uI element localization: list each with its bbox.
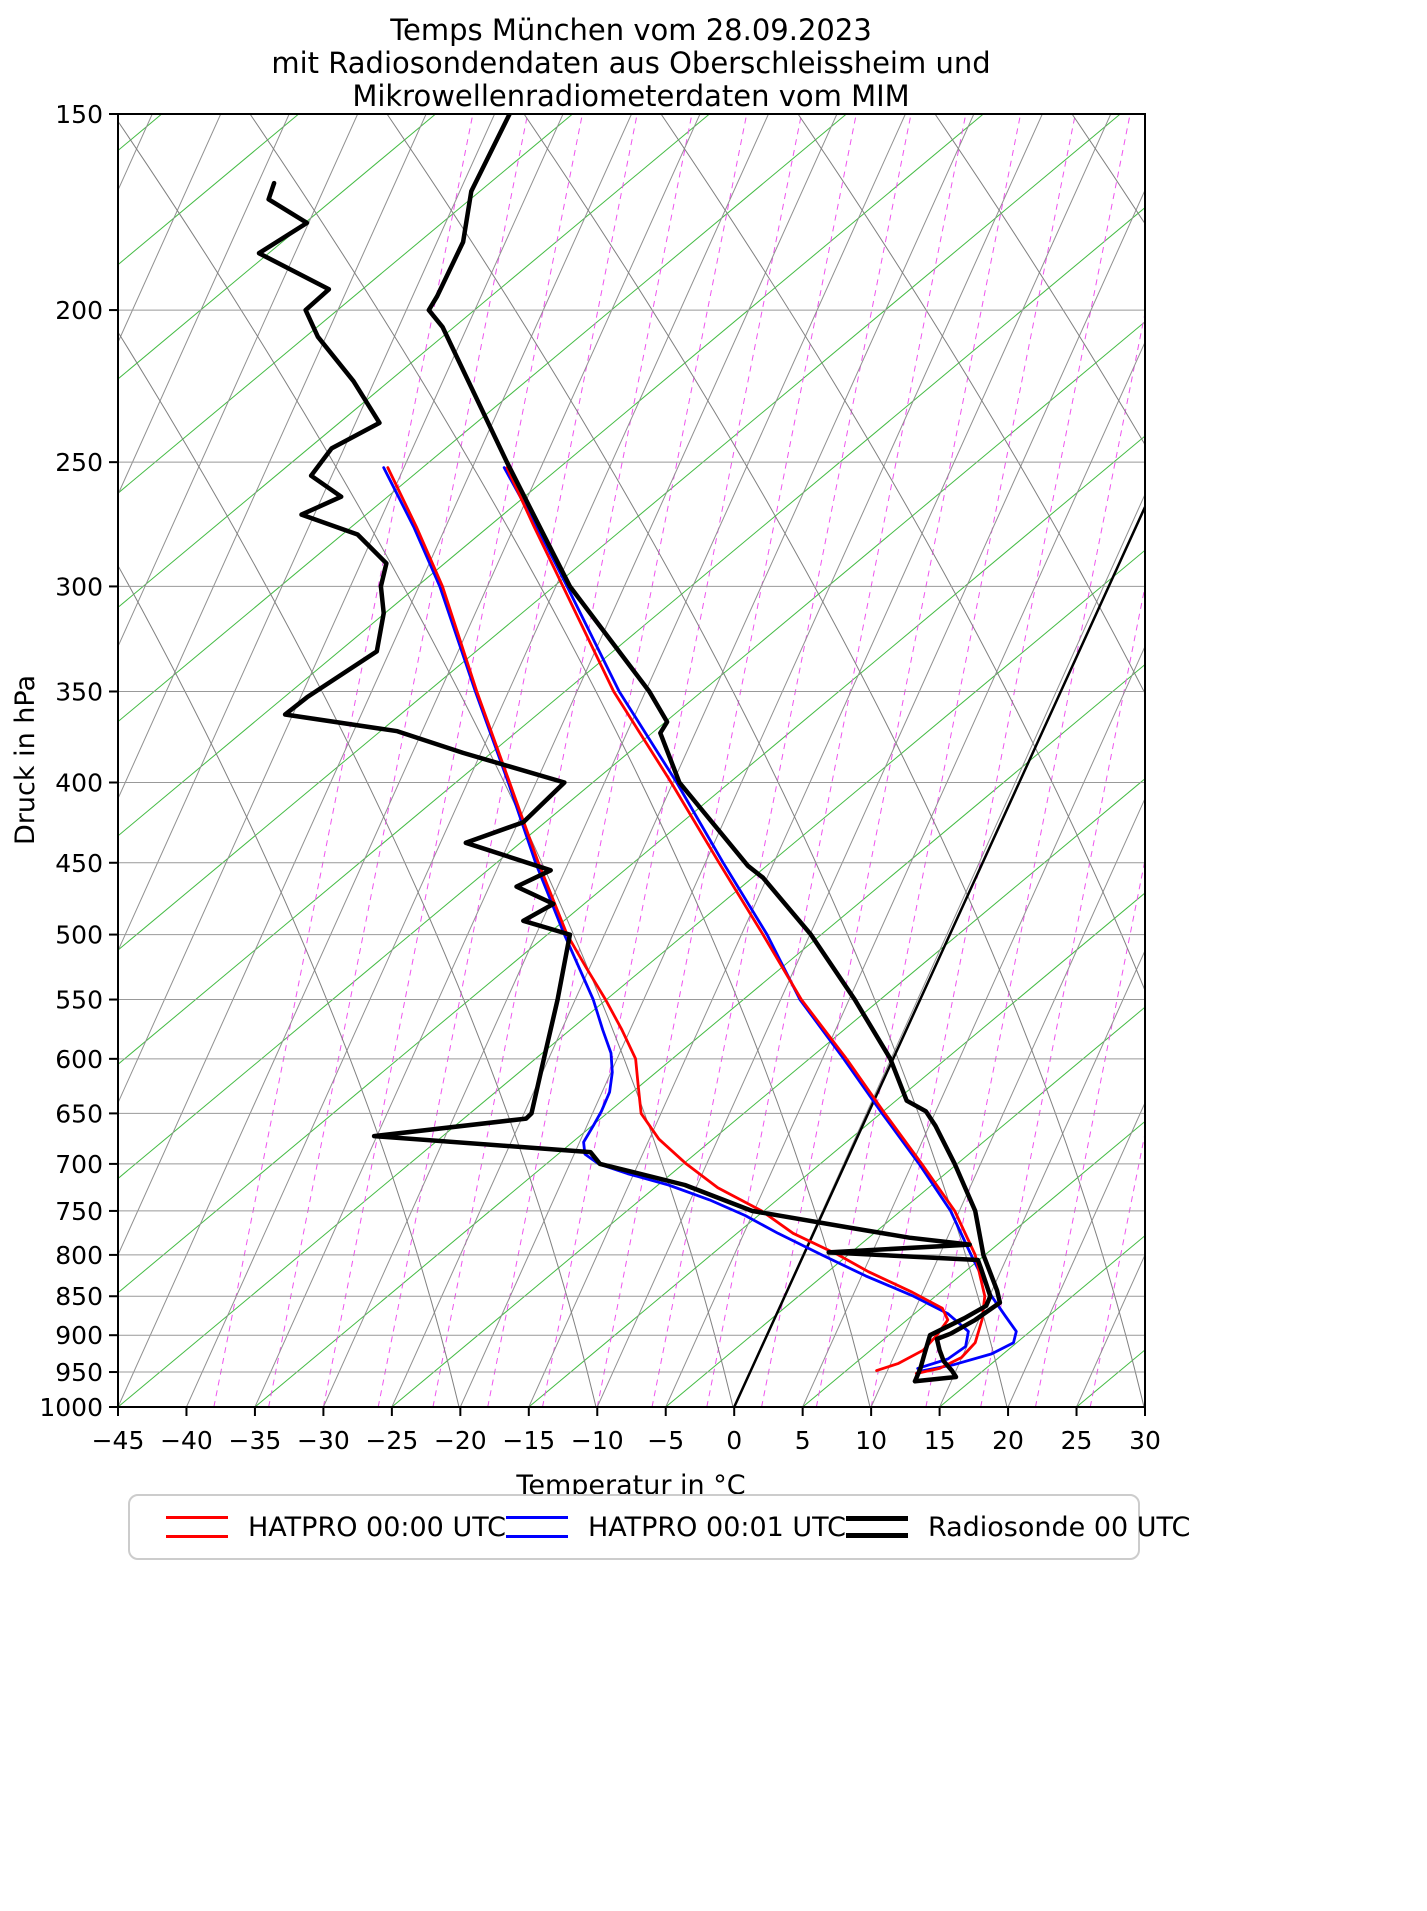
legend: HATPRO 00:00 UTC HATPRO 00:01 UTC Radios… — [128, 1494, 1190, 1560]
chart-title-line-1: Temps München vom 28.09.2023 — [389, 13, 872, 47]
green-adiabat-lines — [118, 114, 1145, 1407]
x-tick-label: −20 — [434, 1426, 487, 1455]
legend-entry-radiosonde: Radiosonde 00 UTC — [845, 1511, 1191, 1543]
x-tick-label: 30 — [1129, 1426, 1161, 1455]
legend-label-hatpro-0000: HATPRO 00:00 UTC — [248, 1511, 506, 1543]
moist-adiabat-curves — [118, 114, 1145, 1407]
y-tick-label: 950 — [55, 1358, 103, 1387]
x-tick-label: −45 — [92, 1426, 145, 1455]
mixing-ratio-lines — [213, 114, 1145, 1407]
zero-isotherm-line — [732, 505, 1145, 1407]
plot-border — [117, 113, 1146, 1408]
y-tick-label: 700 — [55, 1150, 103, 1179]
axis-tick-labels: −45 −40 −35 −30 −25 −20 −15 −10 −5 0 5 10 15 20 25 30 15… — [39, 100, 1161, 1455]
x-tick-label: 0 — [726, 1426, 742, 1455]
y-tick-label: 900 — [55, 1321, 103, 1350]
y-tick-label: 400 — [55, 768, 103, 797]
radiosonde-temperature-curve — [426, 114, 1003, 1384]
y-tick-label: 300 — [55, 572, 103, 601]
x-tick-label: −5 — [647, 1426, 684, 1455]
x-tick-label: 5 — [795, 1426, 811, 1455]
x-tick-label: −15 — [502, 1426, 555, 1455]
pressure-gridlines — [118, 114, 1145, 1407]
hatpro-0001-temperature-curve — [502, 466, 1018, 1372]
chart-title-line-2: mit Radiosondendaten aus Oberschleisshei… — [271, 46, 990, 80]
legend-swatch-hatpro-0000 — [166, 1516, 228, 1538]
background-grid — [118, 114, 1145, 1407]
y-tick-label: 600 — [55, 1045, 103, 1074]
hatpro-0000-dewpoint-curve — [386, 466, 950, 1372]
radiosonde-dewpoint-curve — [256, 180, 993, 1384]
x-tick-label: −10 — [571, 1426, 624, 1455]
legend-entry-hatpro-0001: HATPRO 00:01 UTC — [505, 1511, 846, 1543]
y-tick-label: 350 — [55, 677, 103, 706]
y-tick-label: 450 — [55, 849, 103, 878]
x-tick-label: 15 — [924, 1426, 956, 1455]
y-axis-label: Druck in hPa — [10, 675, 41, 845]
y-tick-label: 650 — [55, 1099, 103, 1128]
x-tick-label: −35 — [229, 1426, 282, 1455]
y-tick-label: 150 — [55, 100, 103, 129]
y-tick-label: 500 — [55, 921, 103, 950]
x-tick-label: 10 — [855, 1426, 887, 1455]
hatpro-0001-dewpoint-curve — [382, 466, 970, 1370]
x-tick-label: −30 — [297, 1426, 350, 1455]
axis-ticks — [109, 113, 1146, 1416]
hatpro-0000-temperature-curve — [505, 466, 987, 1375]
legend-label-radiosonde: Radiosonde 00 UTC — [927, 1511, 1191, 1543]
chart-title-line-3: Mikrowellenradiometerdaten vom MIM — [352, 79, 909, 113]
legend-swatch-hatpro-0001 — [505, 1516, 568, 1538]
legend-entry-hatpro-0000: HATPRO 00:00 UTC — [166, 1512, 506, 1543]
x-tick-label: 20 — [992, 1426, 1024, 1455]
y-tick-label: 250 — [55, 448, 103, 477]
x-tick-label: 25 — [1061, 1426, 1093, 1455]
x-tick-label: −40 — [160, 1426, 213, 1455]
y-tick-label: 750 — [55, 1197, 103, 1226]
y-tick-label: 800 — [55, 1241, 103, 1270]
legend-label-hatpro-0001: HATPRO 00:01 UTC — [587, 1511, 846, 1543]
y-tick-label: 850 — [55, 1282, 103, 1311]
y-tick-label: 1000 — [39, 1393, 103, 1422]
profile-curves — [256, 114, 1145, 1407]
x-tick-label: −25 — [365, 1426, 418, 1455]
legend-swatch-radiosonde — [845, 1516, 908, 1538]
y-tick-label: 200 — [55, 296, 103, 325]
y-tick-label: 550 — [55, 986, 103, 1015]
